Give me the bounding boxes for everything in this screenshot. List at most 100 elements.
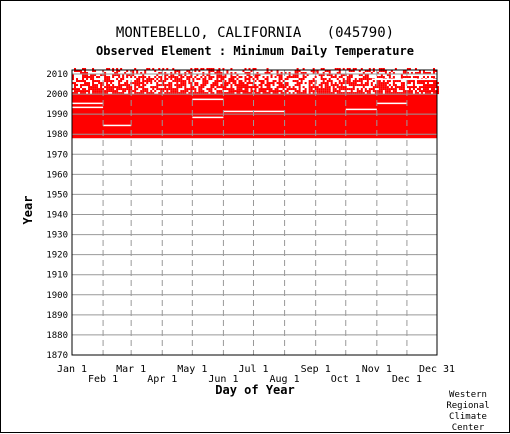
observed-cell [220,90,223,93]
observed-cell [404,90,407,93]
observed-cell [222,67,225,70]
observed-cell [136,92,139,95]
observed-cell [226,82,229,85]
observed-cell [112,90,115,93]
observed-cell [218,72,221,75]
observed-cell [176,78,179,81]
observed-cell [400,74,403,77]
observed-cell [172,90,175,93]
observed-cell [176,88,179,91]
observed-cell [94,80,97,83]
x-tick-label: Dec 1 [392,374,422,385]
observed-cell [204,80,207,83]
observed-cell [178,78,181,81]
observed-cell [280,72,283,75]
observed-cell [110,80,113,83]
observed-cell [160,84,163,87]
observed-cell [256,78,259,81]
y-axis-label: Year [21,196,35,225]
observed-cell [300,80,303,83]
observed-cell [358,78,361,81]
observed-cell [98,80,101,83]
observed-cell [236,84,239,87]
observed-cell [126,74,129,77]
observed-cell [400,92,403,95]
observed-cell [286,76,289,79]
observed-cell [284,84,287,87]
observed-cell [246,86,249,89]
observed-cell [432,76,435,79]
observed-cell [258,88,261,91]
observed-cell [276,92,279,95]
observed-cell [92,78,95,81]
observed-cell [422,76,425,79]
observed-cell [160,88,163,91]
observed-cell [416,72,419,75]
observed-cell [292,88,295,91]
observed-cell [322,82,325,85]
observed-cell [248,67,251,70]
observed-cell [376,72,379,75]
observed-cell [122,88,125,91]
observed-cell [116,70,119,73]
observed-cell [402,92,405,95]
observed-cell [172,74,175,77]
observed-cell [364,82,367,85]
observed-cell [168,88,171,91]
observed-cell [254,80,257,83]
observed-cell [246,78,249,81]
observed-cell [384,90,387,93]
observed-cell [278,82,281,85]
observed-cell [140,72,143,75]
observed-cell [216,90,219,93]
observed-cell [416,82,419,85]
observed-cell [126,80,129,83]
observed-cell [216,84,219,87]
observed-cell [220,72,223,75]
observed-cell [288,88,291,91]
observed-cell [326,70,329,73]
observed-cell [324,90,327,93]
observed-cell [246,90,249,93]
observed-cell [374,86,377,89]
observed-cell [178,80,181,83]
observed-cell [352,70,355,73]
observed-cell [268,84,271,87]
observed-cell [346,78,349,81]
observed-cell [412,76,415,79]
observed-cell [164,92,167,95]
observed-cell [318,74,321,77]
observed-cell [206,74,209,77]
observed-cell [228,80,231,83]
observed-cell [72,78,75,81]
observed-cell [316,86,319,89]
observed-cell [136,84,139,87]
observed-cell [338,82,341,85]
observed-cell [100,90,103,93]
credit-line: Western [449,390,487,400]
observed-cell [244,92,247,95]
observed-cell [90,78,93,81]
observed-cell [214,88,217,91]
observed-cell [348,88,351,91]
observed-cell [82,92,85,95]
observed-cell [116,88,119,91]
observed-cell [182,84,185,87]
observed-cell [108,76,111,79]
observed-cell [120,67,123,70]
observed-cell [366,80,369,83]
observed-cell [128,88,131,91]
observed-cell [364,76,367,79]
observed-cell [326,80,329,83]
observed-cell [238,84,241,87]
observed-cell [246,88,249,91]
observed-cell [400,82,403,85]
observed-cell [278,80,281,83]
observed-cell [198,90,201,93]
observed-cell [74,70,77,73]
observed-cell [388,92,391,95]
observed-cell [224,82,227,85]
observed-cell [262,82,265,85]
observed-cell [294,74,297,77]
observed-cell [118,84,121,87]
